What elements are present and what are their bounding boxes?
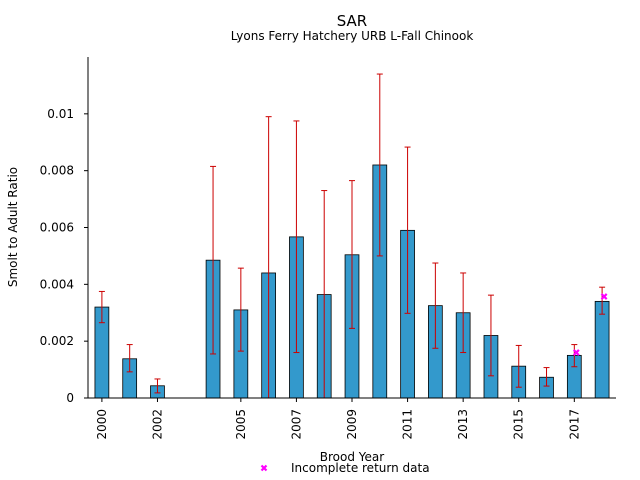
chart-subtitle: Lyons Ferry Hatchery URB L-Fall Chinook [231,29,474,43]
x-tick-label: 2002 [150,409,164,440]
incomplete-marker-2018 [600,293,608,300]
x-tick-label: 2009 [345,409,359,440]
y-tick-label: 0.008 [40,164,74,178]
legend: Incomplete return data [260,461,430,475]
x-axis-label: Brood Year [320,450,384,464]
y-tick-label: 0 [66,391,74,405]
x-axis-ticks: 2000 2002 2005 2007 2009 2011 2013 2015 2017 [95,398,581,440]
y-axis-ticks: 0 0.002 0.004 0.006 0.008 0.01 [40,107,88,405]
x-tick-label: 2015 [512,409,526,440]
y-tick-label: 0.006 [40,221,74,235]
incomplete-marker-2017 [572,349,580,356]
x-tick-label: 2007 [289,409,303,440]
y-tick-label: 0.004 [40,277,74,291]
legend-label: Incomplete return data [291,461,430,475]
bar-2018 [594,300,610,399]
incomplete-marker-series [572,293,608,356]
x-tick-label: 2013 [456,409,470,440]
x-tick-label: 2005 [234,409,248,440]
x-tick-label: 2011 [401,409,415,440]
y-tick-label: 0.002 [40,334,74,348]
legend-marker-icon [260,464,268,472]
chart-title: SAR [337,12,367,30]
x-tick-label: 2000 [95,409,109,440]
y-axis-label: Smolt to Adult Ratio [6,167,20,287]
y-tick-label: 0.01 [47,107,74,121]
x-tick-label: 2017 [567,409,581,440]
